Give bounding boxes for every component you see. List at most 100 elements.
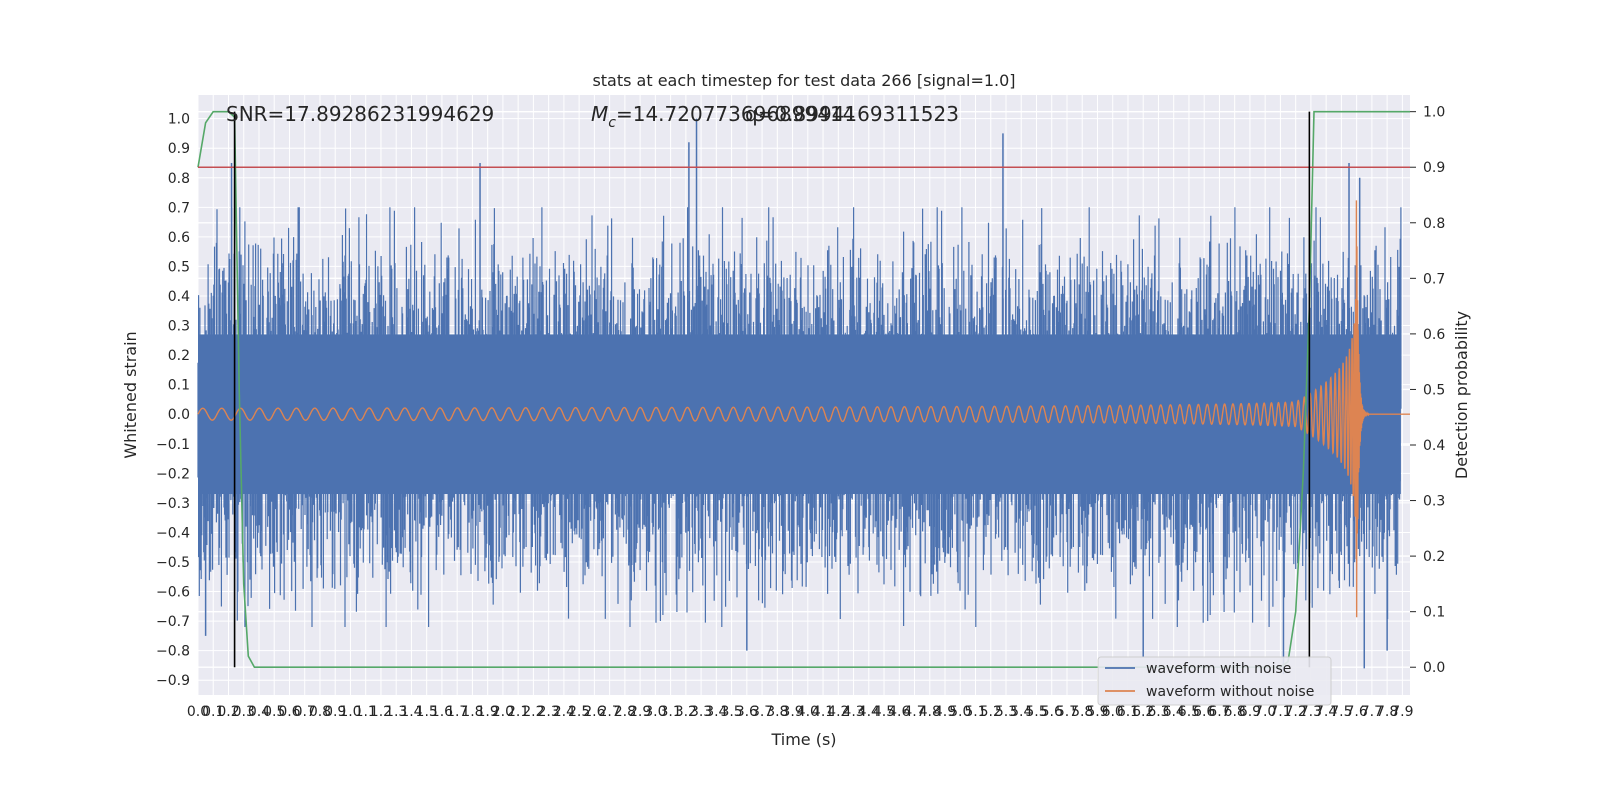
y-tick-label: 0.9 <box>168 141 190 157</box>
series-waveform-without-noise <box>197 200 1410 618</box>
x-tick-label: 5.7 <box>1056 704 1078 720</box>
x-tick-label: 2.5 <box>568 704 590 720</box>
x-tick-label: 3.3 <box>690 704 712 720</box>
x-tick-label: 1.6 <box>431 704 453 720</box>
x-tick-label: 4.3 <box>842 704 864 720</box>
x-tick-label: 7.8 <box>1376 704 1398 720</box>
x-tick-label: 7.7 <box>1361 704 1383 720</box>
y2-axis-label: Detection probability <box>1452 311 1471 479</box>
x-tick-label: 5.2 <box>980 704 1002 720</box>
x-tick-label: 0.3 <box>233 704 255 720</box>
x-tick-label: 6.4 <box>1163 704 1185 720</box>
x-tick-label: 3.5 <box>720 704 742 720</box>
x-tick-label: 3.7 <box>751 704 773 720</box>
x-tick-label: 4.6 <box>888 704 910 720</box>
annotation-chirp-mass-sub: c <box>608 115 616 131</box>
y-tick-label: 1.0 <box>168 112 190 128</box>
x-tick-label: 4.1 <box>812 704 834 720</box>
y-tick-label: −0.7 <box>156 614 190 630</box>
x-tick-label: 6.0 <box>1102 704 1124 720</box>
y-tick-label: −0.3 <box>156 496 190 512</box>
x-axis-ticks: 0.00.10.20.30.40.50.60.70.80.91.01.11.21… <box>187 704 1414 720</box>
x-tick-label: 0.5 <box>263 704 285 720</box>
x-tick-label: 1.9 <box>477 704 499 720</box>
y2-tick-label: 0.9 <box>1423 160 1445 176</box>
annotation-chirp-mass-value: =14.720773696899414 <box>616 102 855 126</box>
x-tick-label: 4.9 <box>934 704 956 720</box>
x-tick-label: 4.5 <box>873 704 895 720</box>
y-tick-label: −0.9 <box>156 673 190 689</box>
y2-tick-label: 0.7 <box>1423 271 1445 287</box>
y2-tick-label: 0.8 <box>1423 216 1445 232</box>
x-tick-label: 7.1 <box>1269 704 1291 720</box>
x-tick-label: 0.6 <box>278 704 300 720</box>
x-tick-label: 1.2 <box>370 704 392 720</box>
annotation-snr: SNR=17.89286231994629 <box>226 102 494 126</box>
legend: waveform with noise waveform without noi… <box>1097 656 1332 706</box>
x-tick-label: 7.5 <box>1330 704 1352 720</box>
y-tick-label: 0.1 <box>168 378 190 394</box>
x-tick-label: 5.4 <box>1010 704 1032 720</box>
chirp-line <box>197 200 1410 618</box>
y-tick-label: 0.5 <box>168 259 190 275</box>
y2-tick-label: 0.0 <box>1423 660 1445 676</box>
x-tick-label: 2.7 <box>598 704 620 720</box>
x-tick-label: 5.0 <box>949 704 971 720</box>
x-tick-label: 1.1 <box>355 704 377 720</box>
x-tick-label: 2.0 <box>492 704 514 720</box>
x-tick-label: 7.9 <box>1391 704 1413 720</box>
y-tick-label: −0.4 <box>156 525 190 541</box>
x-tick-label: 7.4 <box>1315 704 1337 720</box>
x-tick-label: 1.4 <box>400 704 422 720</box>
y-tick-label: −0.8 <box>156 644 190 660</box>
y-tick-label: 0.4 <box>168 289 190 305</box>
x-tick-label: 2.4 <box>553 704 575 720</box>
x-tick-label: 6.5 <box>1178 704 1200 720</box>
x-tick-label: 3.9 <box>781 704 803 720</box>
y2-tick-label: 0.6 <box>1423 327 1445 343</box>
overlay-lines <box>198 111 1410 668</box>
x-tick-label: 3.4 <box>705 704 727 720</box>
y2-tick-label: 0.2 <box>1423 549 1445 565</box>
x-tick-label: 3.6 <box>736 704 758 720</box>
x-tick-label: 7.0 <box>1254 704 1276 720</box>
x-tick-label: 5.6 <box>1041 704 1063 720</box>
y-axis-label: Whitened strain <box>121 331 140 458</box>
y-tick-label: −0.6 <box>156 585 190 601</box>
x-tick-label: 2.8 <box>614 704 636 720</box>
y2-tick-label: 0.4 <box>1423 438 1445 454</box>
x-tick-label: 0.8 <box>309 704 331 720</box>
legend-box <box>1097 656 1332 706</box>
x-tick-label: 1.5 <box>416 704 438 720</box>
x-tick-label: 3.2 <box>675 704 697 720</box>
x-tick-label: 4.8 <box>919 704 941 720</box>
y-tick-label: −0.5 <box>156 555 190 571</box>
x-tick-label: 6.7 <box>1208 704 1230 720</box>
x-tick-label: 0.1 <box>202 704 224 720</box>
x-tick-label: 7.3 <box>1300 704 1322 720</box>
y2-tick-label: 0.5 <box>1423 382 1445 398</box>
x-tick-label: 2.2 <box>522 704 544 720</box>
probability-line <box>197 110 1410 668</box>
x-tick-label: 6.8 <box>1224 704 1246 720</box>
x-tick-label: 2.9 <box>629 704 651 720</box>
y2-tick-label: 0.1 <box>1423 605 1445 621</box>
x-tick-label: 5.9 <box>1086 704 1108 720</box>
x-tick-label: 0.0 <box>187 704 209 720</box>
x-tick-label: 1.7 <box>446 704 468 720</box>
chart-title: stats at each timestep for test data 266… <box>592 71 1015 90</box>
y-tick-label: 0.7 <box>168 200 190 216</box>
legend-label-clean: waveform without noise <box>1146 684 1314 700</box>
x-tick-label: 0.4 <box>248 704 270 720</box>
y-tick-label: 0.3 <box>168 319 190 335</box>
noise-core <box>198 334 1401 495</box>
y2-tick-label: 1.0 <box>1423 105 1445 121</box>
x-tick-label: 4.4 <box>858 704 880 720</box>
x-tick-label: 1.3 <box>385 704 407 720</box>
x-tick-label: 0.9 <box>324 704 346 720</box>
x-tick-label: 3.8 <box>766 704 788 720</box>
x-tick-label: 5.3 <box>995 704 1017 720</box>
annotation-chirp-mass-symbol: M <box>591 102 608 126</box>
x-tick-label: 6.6 <box>1193 704 1215 720</box>
